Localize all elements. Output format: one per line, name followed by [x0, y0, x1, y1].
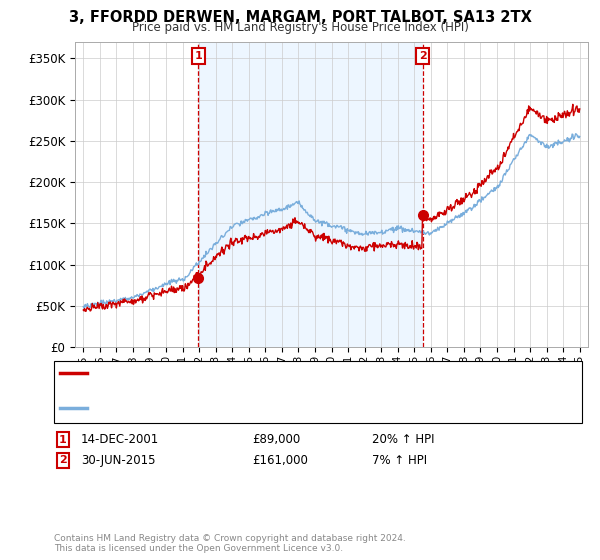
Text: 1: 1	[194, 51, 202, 60]
Text: 3, FFORDD DERWEN, MARGAM, PORT TALBOT, SA13 2TX (detached house): 3, FFORDD DERWEN, MARGAM, PORT TALBOT, S…	[93, 368, 501, 378]
Text: 7% ↑ HPI: 7% ↑ HPI	[372, 454, 427, 467]
Text: 14-DEC-2001: 14-DEC-2001	[81, 433, 159, 446]
Text: 20% ↑ HPI: 20% ↑ HPI	[372, 433, 434, 446]
Text: HPI: Average price, detached house, Neath Port Talbot: HPI: Average price, detached house, Neat…	[93, 403, 389, 413]
Text: 1: 1	[59, 435, 67, 445]
Text: 3, FFORDD DERWEN, MARGAM, PORT TALBOT, SA13 2TX: 3, FFORDD DERWEN, MARGAM, PORT TALBOT, S…	[68, 10, 532, 25]
Text: £161,000: £161,000	[252, 454, 308, 467]
Text: Contains HM Land Registry data © Crown copyright and database right 2024.
This d: Contains HM Land Registry data © Crown c…	[54, 534, 406, 553]
Text: 30-JUN-2015: 30-JUN-2015	[81, 454, 155, 467]
Text: £89,000: £89,000	[252, 433, 300, 446]
Text: Price paid vs. HM Land Registry's House Price Index (HPI): Price paid vs. HM Land Registry's House …	[131, 21, 469, 34]
Text: 2: 2	[59, 455, 67, 465]
Text: 2: 2	[419, 51, 427, 60]
Bar	[199, 42, 422, 347]
